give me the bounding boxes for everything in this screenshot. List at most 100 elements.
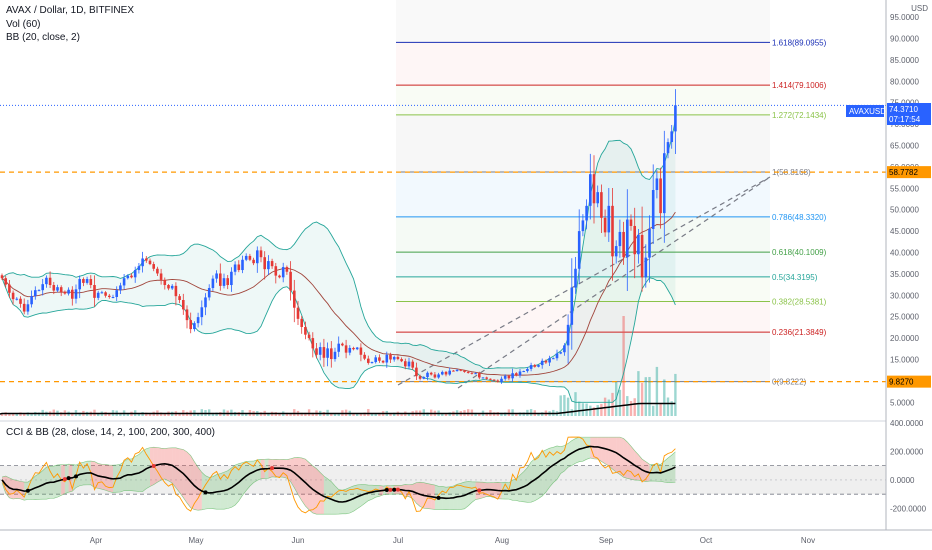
legend-volume[interactable]: Vol (60) <box>6 19 41 30</box>
candle-body <box>381 360 385 363</box>
volume-bar <box>389 413 392 416</box>
volume-bar <box>633 398 636 416</box>
volume-bar <box>278 413 281 416</box>
candle-body <box>219 273 222 286</box>
volume-bar <box>200 409 203 416</box>
cci-band-fill <box>172 447 176 488</box>
volume-bar <box>559 395 562 416</box>
volume-bar <box>196 413 200 416</box>
volume-bar <box>467 409 470 416</box>
cci-band-fill <box>179 448 184 498</box>
candle-body <box>529 365 533 369</box>
cci-cross-marker <box>203 490 208 495</box>
time-axis-background <box>0 530 932 550</box>
volume-bar <box>640 382 644 416</box>
volume-bar <box>592 407 596 416</box>
volume-bar <box>356 413 359 416</box>
fib-zone-fill <box>396 85 770 115</box>
candle-body <box>45 277 48 285</box>
volume-bar <box>563 394 566 416</box>
price-tick-label: 100.0000 <box>890 0 924 1</box>
cci-band-fill <box>323 476 328 515</box>
price-tick-label: 35.0000 <box>890 270 919 279</box>
fib-level-label: 0.236(21.3849) <box>772 328 827 337</box>
volume-bar <box>307 409 311 416</box>
candle-body <box>466 371 470 373</box>
candle-body <box>507 375 511 379</box>
volume-bar <box>644 377 647 416</box>
candle-body <box>577 231 581 269</box>
candle-body <box>352 347 355 350</box>
candle-body <box>459 369 463 371</box>
candle-body <box>407 361 411 367</box>
candle-body <box>581 220 585 232</box>
volume-bar <box>367 409 370 416</box>
trend-line <box>397 176 771 386</box>
fib-level-label: 1.618(89.0955) <box>772 38 827 47</box>
cci-cross-marker <box>477 488 482 493</box>
candle-body <box>559 352 562 354</box>
candle-body <box>452 370 455 372</box>
volume-bar <box>655 366 659 416</box>
candle-body <box>655 178 659 191</box>
candle-body <box>230 271 233 286</box>
symbol-tag <box>846 105 884 117</box>
volume-bar <box>300 412 303 416</box>
candle-body <box>296 307 300 319</box>
cci-cross-marker <box>392 487 397 492</box>
candle-body <box>71 289 74 299</box>
candle-body <box>322 347 326 358</box>
price-tick-label: 25.0000 <box>890 313 919 322</box>
candle-body <box>156 268 159 274</box>
candle-body <box>592 174 596 204</box>
candle-body <box>115 290 118 298</box>
legend-bollinger[interactable]: BB (20, close, 2) <box>6 32 80 43</box>
candle-body <box>563 345 566 353</box>
volume-bar <box>378 412 381 416</box>
candle-body <box>237 264 241 271</box>
time-tick-label: Jun <box>292 536 305 545</box>
candle-body <box>174 285 178 297</box>
volume-bar <box>352 413 355 416</box>
bar-countdown: 07:17:54 <box>889 115 921 124</box>
candle-body <box>52 285 56 291</box>
candle-body <box>200 307 204 318</box>
volume-bar <box>666 397 670 416</box>
candle-body <box>59 287 63 292</box>
level-low-value: 9.8270 <box>889 378 914 387</box>
candle-body <box>626 219 629 258</box>
candle-body <box>263 257 266 270</box>
candle-body <box>611 205 614 257</box>
cci-bb-upper <box>1 436 676 491</box>
candle-body <box>226 278 229 286</box>
candle-body <box>492 379 496 381</box>
candle-body <box>108 295 111 298</box>
legend-cci[interactable]: CCI & BB (28, close, 14, 2, 100, 200, 30… <box>6 427 216 438</box>
cci-band-fill <box>290 457 295 488</box>
candle-body <box>189 320 192 330</box>
volume-bar <box>637 371 640 416</box>
candle-body <box>555 353 559 359</box>
candle-body <box>474 373 477 375</box>
candle-body <box>429 372 433 375</box>
fib-level-label: 1.414(79.1006) <box>772 81 827 90</box>
candle-body <box>337 343 340 352</box>
candle-body <box>119 285 122 291</box>
cci-band-fill <box>246 461 250 491</box>
bollinger-fill <box>2 119 676 403</box>
candle-body <box>311 338 315 349</box>
candle-body <box>215 273 218 279</box>
candle-body <box>463 370 466 372</box>
candle-body <box>193 323 196 330</box>
volume-bars <box>0 316 677 416</box>
volume-bar <box>400 413 403 416</box>
price-tick-label: 15.0000 <box>890 356 919 365</box>
trend-lines <box>0 104 886 389</box>
candle-body <box>500 378 503 382</box>
candle-body <box>470 372 474 374</box>
candle-body <box>152 264 155 269</box>
candle-body <box>330 348 333 360</box>
